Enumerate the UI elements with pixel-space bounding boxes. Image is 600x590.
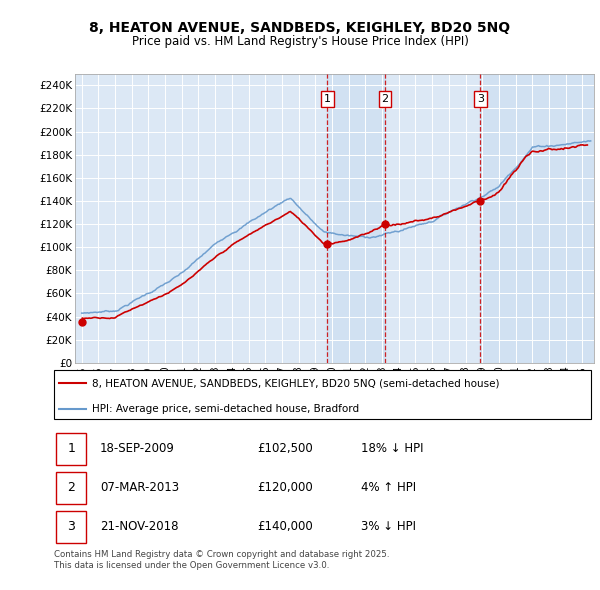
FancyBboxPatch shape (56, 472, 86, 504)
Text: £120,000: £120,000 (257, 481, 313, 494)
FancyBboxPatch shape (56, 433, 86, 465)
Text: Contains HM Land Registry data © Crown copyright and database right 2025.
This d: Contains HM Land Registry data © Crown c… (54, 550, 389, 570)
Text: 3% ↓ HPI: 3% ↓ HPI (361, 520, 416, 533)
Text: £140,000: £140,000 (257, 520, 313, 533)
Text: 1: 1 (67, 442, 76, 455)
Text: £102,500: £102,500 (257, 442, 313, 455)
Text: 3: 3 (477, 94, 484, 104)
Text: 8, HEATON AVENUE, SANDBEDS, KEIGHLEY, BD20 5NQ: 8, HEATON AVENUE, SANDBEDS, KEIGHLEY, BD… (89, 21, 511, 35)
Text: 2: 2 (382, 94, 389, 104)
Text: 07-MAR-2013: 07-MAR-2013 (100, 481, 179, 494)
Text: 21-NOV-2018: 21-NOV-2018 (100, 520, 178, 533)
Text: 18-SEP-2009: 18-SEP-2009 (100, 442, 175, 455)
FancyBboxPatch shape (56, 511, 86, 543)
Text: Price paid vs. HM Land Registry's House Price Index (HPI): Price paid vs. HM Land Registry's House … (131, 35, 469, 48)
Text: 1: 1 (324, 94, 331, 104)
Bar (328, 74, 385, 363)
Bar (481, 74, 594, 363)
Text: 8, HEATON AVENUE, SANDBEDS, KEIGHLEY, BD20 5NQ (semi-detached house): 8, HEATON AVENUE, SANDBEDS, KEIGHLEY, BD… (92, 378, 499, 388)
FancyBboxPatch shape (54, 371, 591, 419)
Text: 3: 3 (67, 520, 76, 533)
Text: 2: 2 (67, 481, 76, 494)
Text: 18% ↓ HPI: 18% ↓ HPI (361, 442, 423, 455)
Text: HPI: Average price, semi-detached house, Bradford: HPI: Average price, semi-detached house,… (92, 404, 359, 414)
Text: 4% ↑ HPI: 4% ↑ HPI (361, 481, 416, 494)
